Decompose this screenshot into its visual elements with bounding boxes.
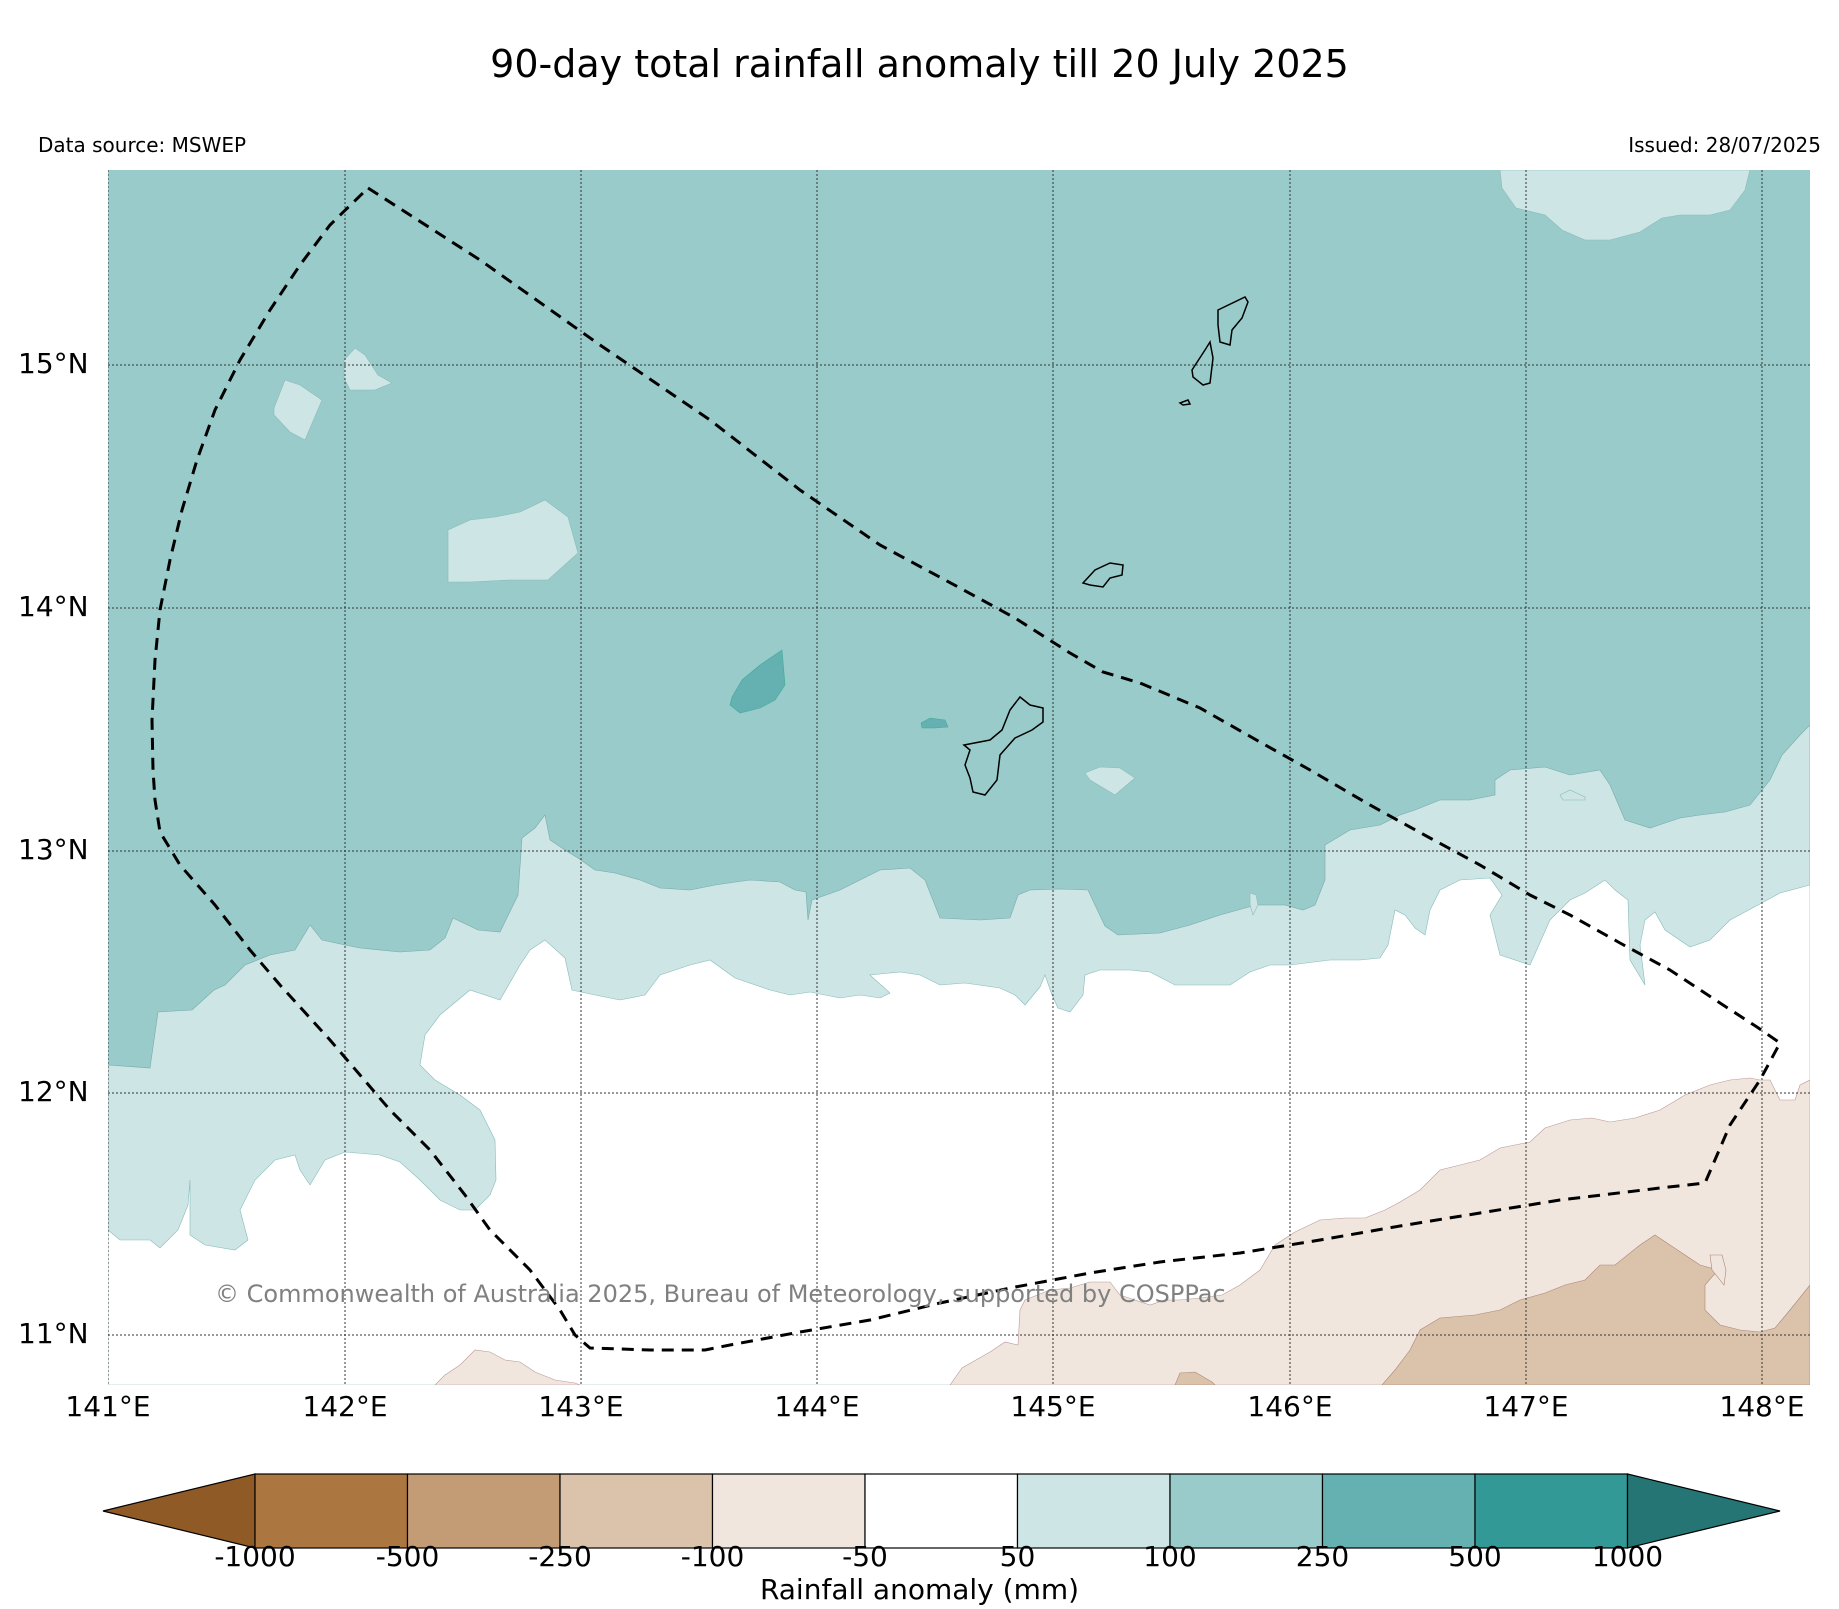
- lon-label-148e: 148°E: [1719, 1390, 1805, 1423]
- colorbar-bin-5: [864, 1473, 1019, 1549]
- anomaly-neg50-neg100-area-south: [434, 1349, 581, 1385]
- anomaly-50-100-patch-6: [1559, 789, 1586, 801]
- map-title: 90-day total rainfall anomaly till 20 Ju…: [490, 42, 1349, 86]
- island-tinian: [1191, 339, 1214, 386]
- colorbar-tick-label: 50: [999, 1540, 1036, 1573]
- copyright-notice: © Commonwealth of Australia 2025, Bureau…: [215, 1280, 1226, 1308]
- colorbar-bin-4: [711, 1473, 866, 1549]
- colorbar-tick-label: -1000: [214, 1540, 296, 1573]
- lat-label-15n: 15°N: [18, 347, 89, 380]
- anomaly-50-100-patch-2: [273, 379, 323, 441]
- colorbar-tick-label: -100: [680, 1540, 745, 1573]
- lon-label-143e: 143°E: [538, 1390, 624, 1423]
- colorbar-extend-high: [1626, 1473, 1781, 1549]
- issued-date-label: Issued: 28/07/2025: [1628, 133, 1821, 157]
- anomaly-neg100-neg250-area: [1381, 1234, 1810, 1385]
- lon-label-145e: 145°E: [1010, 1390, 1096, 1423]
- anomaly-50-100-patch-1: [447, 499, 579, 583]
- colorbar-bin-2: [406, 1473, 561, 1549]
- island-guam: [962, 695, 1044, 796]
- colorbar-bin-9: [1474, 1473, 1629, 1549]
- anomaly-50-100-patch-3: [343, 347, 393, 391]
- colorbar-tick-label: -250: [528, 1540, 592, 1573]
- colorbar-bin-6: [1016, 1473, 1171, 1549]
- data-source-label: Data source: MSWEP: [38, 133, 247, 157]
- anomaly-neg100-neg250-area-small: [1174, 1371, 1216, 1385]
- colorbar-tick-label: -50: [842, 1540, 888, 1573]
- colorbar-tick-label: 500: [1448, 1540, 1502, 1573]
- lat-label-11n: 11°N: [18, 1317, 89, 1350]
- anomaly-250-500-patch-small: [920, 717, 949, 729]
- colorbar-tick-label: 1000: [1591, 1540, 1664, 1573]
- lat-label-12n: 12°N: [18, 1075, 89, 1108]
- grid-lines: [108, 170, 1810, 1385]
- lon-label-147e: 147°E: [1483, 1390, 1569, 1423]
- anomaly-50-100-patch-4: [1084, 766, 1136, 796]
- colorbar-tick-label: -500: [375, 1540, 440, 1573]
- colorbar-label: Rainfall anomaly (mm): [759, 1573, 1080, 1606]
- colorbar-bin-7: [1169, 1473, 1324, 1549]
- colorbar-bin-3: [559, 1473, 714, 1549]
- anomaly-neg50-neg100-hole: [1709, 1254, 1727, 1286]
- colorbar-tick-label: 250: [1295, 1540, 1350, 1573]
- colorbar-extend-low: [102, 1473, 256, 1549]
- anomaly-250-500-patch: [729, 649, 786, 714]
- eez-boundary: [150, 186, 1782, 1352]
- lon-label-142e: 142°E: [302, 1390, 388, 1423]
- lon-label-146e: 146°E: [1247, 1390, 1333, 1423]
- lon-label-144e: 144°E: [774, 1390, 860, 1423]
- lat-label-14n: 14°N: [18, 590, 89, 623]
- colorbar: [102, 1473, 1781, 1549]
- island-rota: [1081, 562, 1124, 588]
- lon-label-141e: 141°E: [65, 1390, 151, 1423]
- colorbar-tick-label: 100: [1143, 1540, 1197, 1573]
- colorbar-bin-1: [254, 1473, 409, 1549]
- island-aguijan: [1178, 399, 1192, 406]
- coastlines: [962, 296, 1249, 796]
- lat-label-13n: 13°N: [18, 833, 89, 866]
- island-saipan: [1217, 296, 1249, 346]
- anomaly-50-100-patch-7: [1249, 892, 1259, 916]
- colorbar-bin-8: [1321, 1473, 1476, 1549]
